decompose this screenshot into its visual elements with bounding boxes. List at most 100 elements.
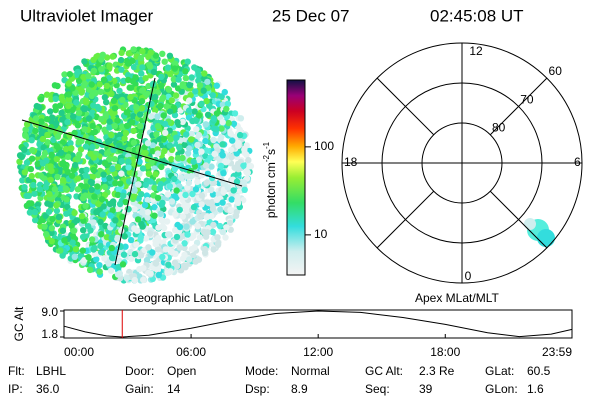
pixel xyxy=(157,210,164,217)
pixel xyxy=(125,164,132,171)
pixel xyxy=(124,71,132,79)
pixel xyxy=(61,71,68,78)
pixel xyxy=(137,237,144,244)
info-label: Gain: xyxy=(125,382,154,396)
pixel xyxy=(207,186,215,194)
pixel xyxy=(245,156,252,164)
pixel xyxy=(106,63,113,70)
pixel xyxy=(122,243,129,250)
pixel xyxy=(219,119,226,126)
pixel xyxy=(147,113,155,120)
pixel xyxy=(218,125,225,132)
pixel xyxy=(221,180,228,187)
pixel xyxy=(231,110,239,117)
pixel xyxy=(108,254,116,261)
pixel xyxy=(72,89,79,96)
pixel xyxy=(190,203,198,211)
info-label: GC Alt: xyxy=(365,364,403,378)
pixel xyxy=(80,227,87,234)
pixel xyxy=(219,141,226,148)
pixel xyxy=(233,150,240,157)
pixel xyxy=(116,270,124,277)
pixel xyxy=(151,204,158,211)
pixel xyxy=(82,143,90,150)
pixel xyxy=(52,95,59,103)
pixel xyxy=(112,180,119,187)
pixel xyxy=(186,145,193,152)
pixel xyxy=(59,177,67,184)
pixel xyxy=(241,146,248,153)
pixel xyxy=(172,227,179,234)
pixel xyxy=(116,87,123,95)
pixel xyxy=(186,97,193,104)
pixel xyxy=(135,181,142,188)
pixel xyxy=(68,145,75,152)
info-label: IP: xyxy=(8,382,23,396)
pixel xyxy=(21,169,28,176)
info-label: Mode: xyxy=(245,364,278,378)
pixel xyxy=(192,148,200,155)
pixel xyxy=(196,234,204,241)
pixel xyxy=(139,87,146,94)
info-value: Normal xyxy=(291,364,330,378)
pixel xyxy=(190,232,197,240)
pixel xyxy=(118,227,125,235)
pixel xyxy=(168,97,175,104)
pixel xyxy=(214,234,221,241)
lat-label: 60 xyxy=(549,64,563,78)
pixel xyxy=(195,112,203,119)
pixel xyxy=(188,172,195,180)
pixel xyxy=(187,91,194,99)
pixel xyxy=(191,108,198,115)
pixel xyxy=(44,139,51,146)
pixel xyxy=(166,52,174,59)
pixel xyxy=(202,121,210,128)
pixel xyxy=(95,200,102,208)
pixel xyxy=(184,231,191,238)
pixel xyxy=(209,205,217,213)
pixel xyxy=(146,63,154,70)
pixel xyxy=(176,244,183,251)
pixel xyxy=(23,159,31,166)
pixel xyxy=(29,146,36,154)
pixel xyxy=(210,136,217,144)
pixel xyxy=(135,147,143,154)
pixel xyxy=(139,64,146,71)
pixel xyxy=(159,253,166,261)
meridian xyxy=(489,77,548,136)
pixel xyxy=(131,187,138,194)
pixel xyxy=(164,231,172,238)
pixel xyxy=(101,160,109,167)
pixel xyxy=(193,126,200,133)
pixel xyxy=(190,158,197,165)
pixel xyxy=(210,221,217,229)
pixel xyxy=(106,200,114,208)
pixel xyxy=(189,190,196,198)
imager-disk xyxy=(16,46,255,284)
info-value: 14 xyxy=(167,382,181,396)
pixel xyxy=(82,192,89,199)
pixel xyxy=(65,80,73,87)
info-value: 8.9 xyxy=(291,382,308,396)
pixel xyxy=(54,173,61,181)
pixel xyxy=(208,212,215,220)
info-label: Seq: xyxy=(365,382,390,396)
pixel xyxy=(72,161,79,169)
pixel xyxy=(107,212,114,219)
pixel xyxy=(142,75,149,82)
pixel xyxy=(213,196,221,203)
pixel xyxy=(37,96,45,103)
info-label: GLat: xyxy=(485,364,514,378)
pixel xyxy=(131,250,139,258)
pixel xyxy=(138,105,146,112)
x-tick-label: 00:00 xyxy=(64,345,94,359)
date: 25 Dec 07 xyxy=(272,6,350,25)
pixel xyxy=(88,92,96,100)
pixel xyxy=(123,274,130,282)
x-tick-label: 23:59 xyxy=(542,345,572,359)
pixel xyxy=(186,256,193,263)
pixel xyxy=(96,268,103,275)
pixel xyxy=(71,129,78,137)
pixel xyxy=(152,171,159,178)
pixel xyxy=(192,117,200,124)
